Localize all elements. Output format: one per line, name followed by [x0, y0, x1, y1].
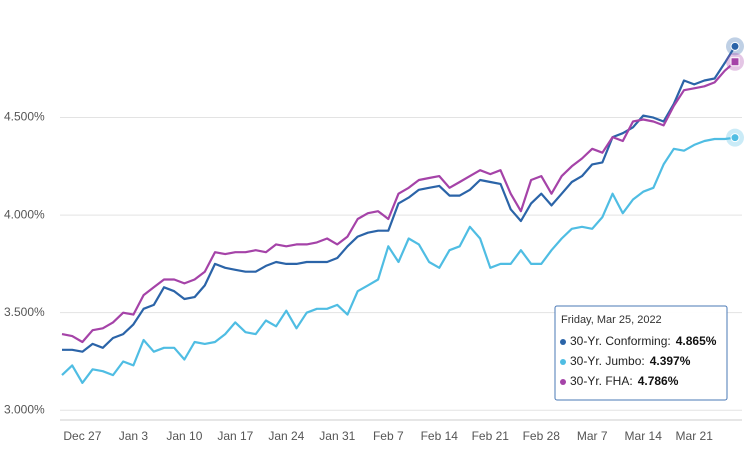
x-tick-label: Mar 14 [625, 429, 663, 443]
tooltip-label: 30-Yr. Conforming: [570, 334, 671, 348]
x-tick-label: Jan 10 [166, 429, 202, 443]
x-tick-label: Feb 21 [472, 429, 510, 443]
x-tick-label: Mar 21 [676, 429, 714, 443]
y-tick-label: 4.000% [4, 207, 45, 221]
series-line [61, 60, 736, 344]
tooltip-label: 30-Yr. FHA: [570, 374, 633, 388]
x-tick-label: Jan 24 [268, 429, 304, 443]
y-tick-label: 4.500% [4, 110, 45, 124]
tooltip-value: 4.786% [638, 374, 679, 388]
tooltip-dot [560, 339, 566, 345]
tooltip-label: 30-Yr. Jumbo: [570, 354, 645, 368]
x-tick-label: Jan 17 [217, 429, 253, 443]
x-tick-label: Jan 31 [319, 429, 355, 443]
x-tick-label: Dec 27 [63, 429, 101, 443]
x-tick-label: Mar 7 [577, 429, 608, 443]
hover-point [730, 57, 740, 67]
x-tick-label: Jan 3 [119, 429, 149, 443]
x-tick-label: Feb 14 [421, 429, 459, 443]
tooltip-title: Friday, Mar 25, 2022 [561, 314, 662, 326]
tooltip-dot [560, 359, 566, 365]
tooltip-value: 4.865% [676, 334, 717, 348]
x-tick-label: Feb 7 [373, 429, 404, 443]
x-tick-label: Feb 28 [523, 429, 561, 443]
hover-point [730, 133, 740, 143]
tooltip-dot [560, 379, 566, 385]
series-line [62, 45, 736, 353]
tooltip: Friday, Mar 25, 2022 30-Yr. Conforming: 4.… [554, 305, 728, 401]
y-tick-label: 3.000% [4, 402, 45, 416]
tooltip-value: 4.397% [650, 354, 691, 368]
y-tick-label: 3.500% [4, 305, 45, 319]
series-line [61, 136, 736, 384]
hover-point [730, 41, 740, 51]
tooltip-box [554, 305, 728, 401]
